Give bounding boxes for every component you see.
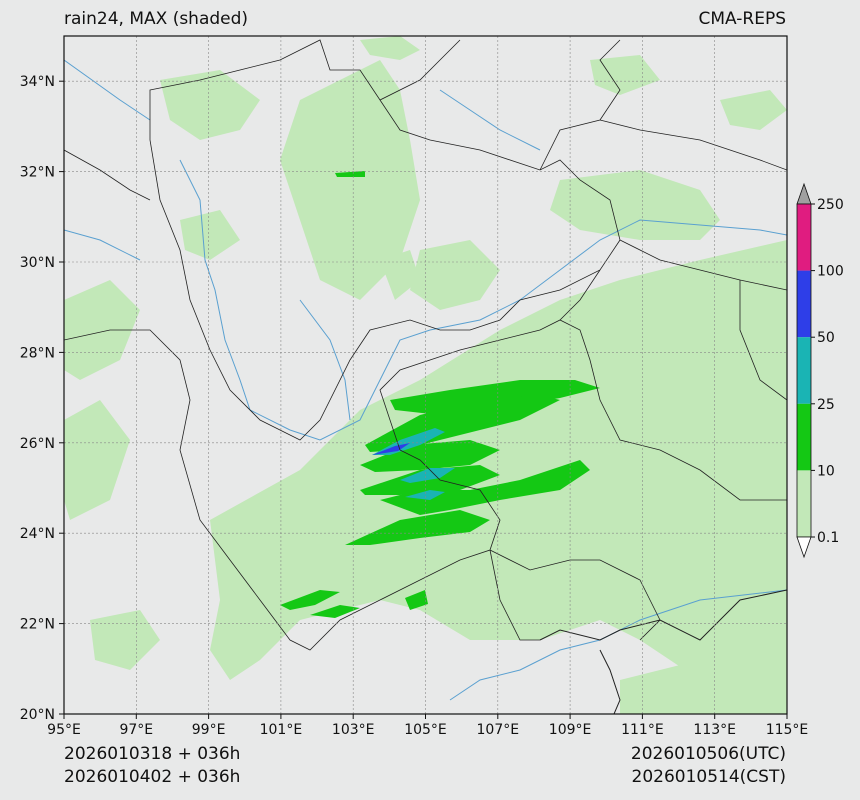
colorbar-segment: [797, 204, 811, 271]
lon-tick-label: 113°E: [693, 722, 736, 738]
colorbar-over-triangle: [796, 182, 812, 205]
lat-tick-label: 34°N: [20, 74, 55, 90]
gridlines: [64, 36, 787, 714]
lat-tick-label: 32°N: [20, 165, 55, 181]
lon-tick-label: 103°E: [332, 722, 375, 738]
valid-time-cst: 2026010514(CST): [631, 767, 786, 787]
peninsula-coast: [599, 649, 621, 714]
colorbar-label: 0.1: [817, 530, 839, 546]
lon-tick-label: 105°E: [404, 722, 447, 738]
colorbar-segment: [797, 470, 811, 537]
lat-tick-label: 30°N: [20, 255, 55, 271]
colorbar-segment: [797, 337, 811, 404]
colorbar-label: 250: [817, 197, 844, 213]
colorbar: 0.1 10 25 50 100 250: [796, 182, 844, 559]
lat-tick-label: 20°N: [20, 707, 55, 723]
lat-tick-label: 24°N: [20, 526, 55, 542]
init-time-line2: 2026010402 + 036h: [64, 767, 241, 787]
lon-tick-label: 97°E: [119, 722, 153, 738]
colorbar-segment: [797, 403, 811, 471]
lon-tick-label: 101°E: [260, 722, 303, 738]
lon-tick-label: 99°E: [192, 722, 226, 738]
rain-very-heavy-areas: [372, 443, 410, 455]
lon-tick-label: 111°E: [621, 722, 664, 738]
lon-tick-label: 95°E: [47, 722, 81, 738]
map-title: rain24, MAX (shaded): [64, 9, 249, 29]
colorbar-label: 50: [817, 330, 835, 346]
colorbar-label: 10: [817, 463, 835, 479]
lat-axis: 20°N 22°N 24°N 26°N 28°N 30°N 32°N 34°N: [20, 74, 64, 723]
lon-axis: 95°E 97°E 99°E 101°E 103°E 105°E 107°E 109°E 111…: [47, 714, 808, 738]
lat-tick-label: 26°N: [20, 436, 55, 452]
lat-tick-label: 22°N: [20, 617, 55, 633]
province-borders: [64, 39, 787, 651]
lon-tick-label: 109°E: [549, 722, 592, 738]
colorbar-label: 100: [817, 264, 844, 280]
colorbar-label: 25: [817, 397, 835, 413]
rain-moderate-areas: [280, 171, 600, 618]
lon-tick-label: 115°E: [766, 722, 809, 738]
lat-tick-label: 28°N: [20, 345, 55, 361]
precip-shading: [64, 36, 787, 714]
coastline: [539, 589, 787, 641]
colorbar-under-triangle: [796, 536, 812, 559]
valid-time-utc: 2026010506(UTC): [630, 744, 786, 764]
lon-tick-label: 107°E: [477, 722, 520, 738]
model-name: CMA-REPS: [698, 9, 786, 29]
init-time-line1: 2026010318 + 036h: [64, 744, 241, 764]
colorbar-segment: [797, 270, 811, 338]
rivers: [64, 59, 787, 701]
